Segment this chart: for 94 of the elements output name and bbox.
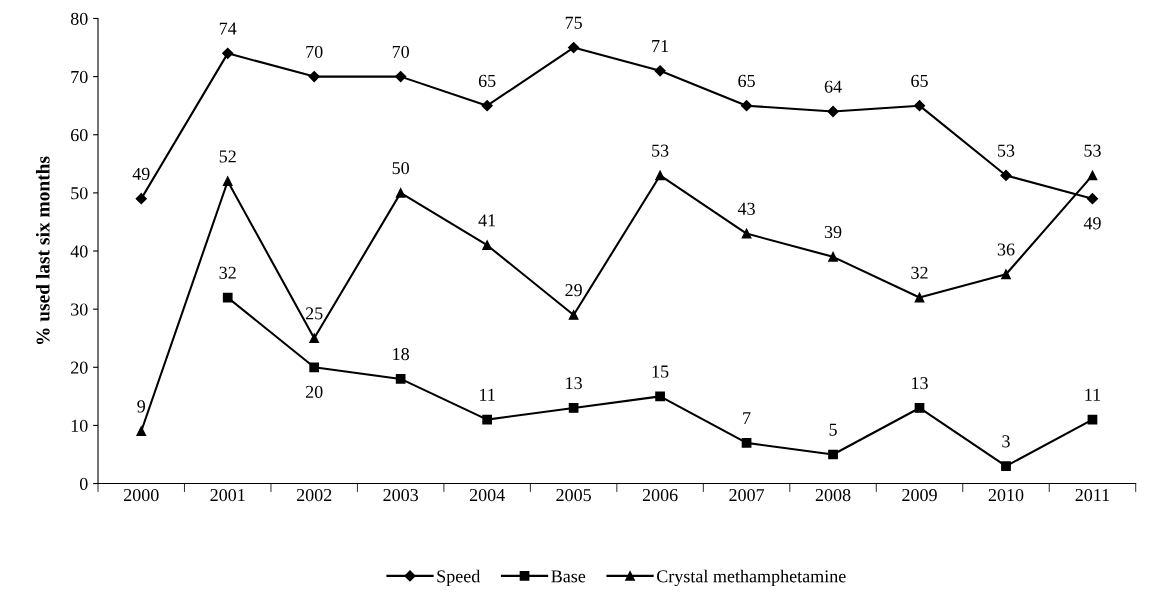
data-label: 3 (1002, 435, 1010, 448)
point (914, 403, 925, 413)
point (482, 240, 493, 251)
point (222, 176, 233, 187)
point (654, 65, 666, 77)
data-label: 49 (132, 167, 150, 180)
y-tick-label: 80 (70, 12, 88, 25)
y-tick-label: 0 (79, 477, 88, 490)
point (395, 71, 407, 83)
data-label: 41 (478, 214, 496, 227)
point (482, 414, 493, 425)
data-label: 65 (738, 74, 755, 87)
x-tick-label: 2010 (988, 488, 1024, 502)
point (1001, 461, 1011, 471)
y-tick-label: 70 (71, 70, 88, 84)
x-tick-label: 2006 (642, 488, 678, 502)
point (655, 170, 665, 181)
point (1087, 170, 1098, 181)
point (136, 426, 147, 437)
point (309, 333, 320, 344)
data-label: 64 (824, 80, 842, 93)
point (222, 292, 233, 303)
y-axis-title: % used last six months (35, 156, 50, 345)
data-label: 32 (219, 266, 236, 279)
point (741, 228, 752, 239)
point (568, 403, 579, 413)
data-label: 49 (1083, 217, 1101, 230)
y-tick-label: 60 (71, 129, 88, 142)
data-label: 13 (566, 377, 582, 390)
y-tick-label: 20 (71, 361, 88, 374)
point (1086, 193, 1099, 205)
x-tick-label: 2004 (469, 488, 505, 502)
data-label: 70 (392, 45, 410, 58)
data-label: 36 (997, 243, 1015, 256)
point (395, 188, 406, 198)
data-label: 75 (565, 16, 582, 29)
point (395, 374, 406, 384)
data-label: 9 (137, 400, 146, 413)
x-tick-label: 2000 (123, 488, 159, 502)
point (655, 391, 665, 402)
point (913, 100, 926, 112)
data-label: 7 (743, 412, 751, 424)
x-tick-label: 2007 (729, 488, 765, 502)
y-tick-label: 50 (71, 187, 88, 200)
legend-label: Crystal methamphetamine (656, 569, 846, 587)
data-label: 20 (305, 385, 323, 398)
x-tick-label: 2009 (902, 488, 937, 502)
y-tick-label: 10 (71, 419, 88, 432)
y-tick-label: 40 (70, 245, 88, 258)
data-label: 39 (824, 225, 842, 239)
point (914, 292, 925, 303)
point (827, 105, 839, 118)
point (309, 362, 320, 373)
point (308, 71, 320, 83)
data-label: 32 (911, 266, 928, 279)
data-label: 53 (1084, 144, 1101, 157)
data-label: 13 (912, 377, 928, 390)
point (481, 100, 493, 112)
data-label: 71 (652, 39, 669, 52)
x-tick-label: 2011 (1075, 488, 1110, 502)
point (568, 310, 579, 320)
point (828, 449, 838, 460)
legend-label: Speed (437, 569, 481, 587)
data-label: 15 (652, 365, 669, 378)
x-tick-label: 2008 (815, 488, 851, 502)
x-tick-label: 2002 (296, 488, 332, 502)
x-tick-label: 2001 (210, 488, 245, 502)
point (568, 41, 580, 54)
data-label: 50 (392, 161, 410, 175)
y-tick-label: 30 (71, 303, 88, 316)
x-tick-label: 2005 (556, 488, 591, 502)
data-label: 65 (911, 74, 928, 87)
legend-label: Base (551, 570, 586, 583)
data-label: 43 (737, 202, 755, 215)
point (1000, 169, 1012, 182)
data-label: 52 (219, 150, 236, 163)
data-label: 53 (998, 144, 1015, 157)
data-label: 5 (829, 423, 837, 436)
data-label: 25 (305, 307, 323, 320)
data-label: 11 (480, 388, 495, 401)
data-label: 70 (306, 45, 323, 58)
point (741, 438, 752, 448)
data-label: 29 (565, 284, 582, 297)
data-label: 65 (478, 74, 496, 87)
point (740, 100, 753, 112)
point (828, 251, 838, 262)
data-label: 53 (652, 144, 669, 157)
point (1001, 269, 1011, 280)
x-tick-label: 2003 (383, 488, 419, 502)
point (135, 193, 147, 205)
data-label: 11 (1085, 388, 1101, 401)
data-label: 18 (393, 348, 410, 361)
data-label: 74 (219, 22, 237, 35)
point (222, 47, 234, 59)
